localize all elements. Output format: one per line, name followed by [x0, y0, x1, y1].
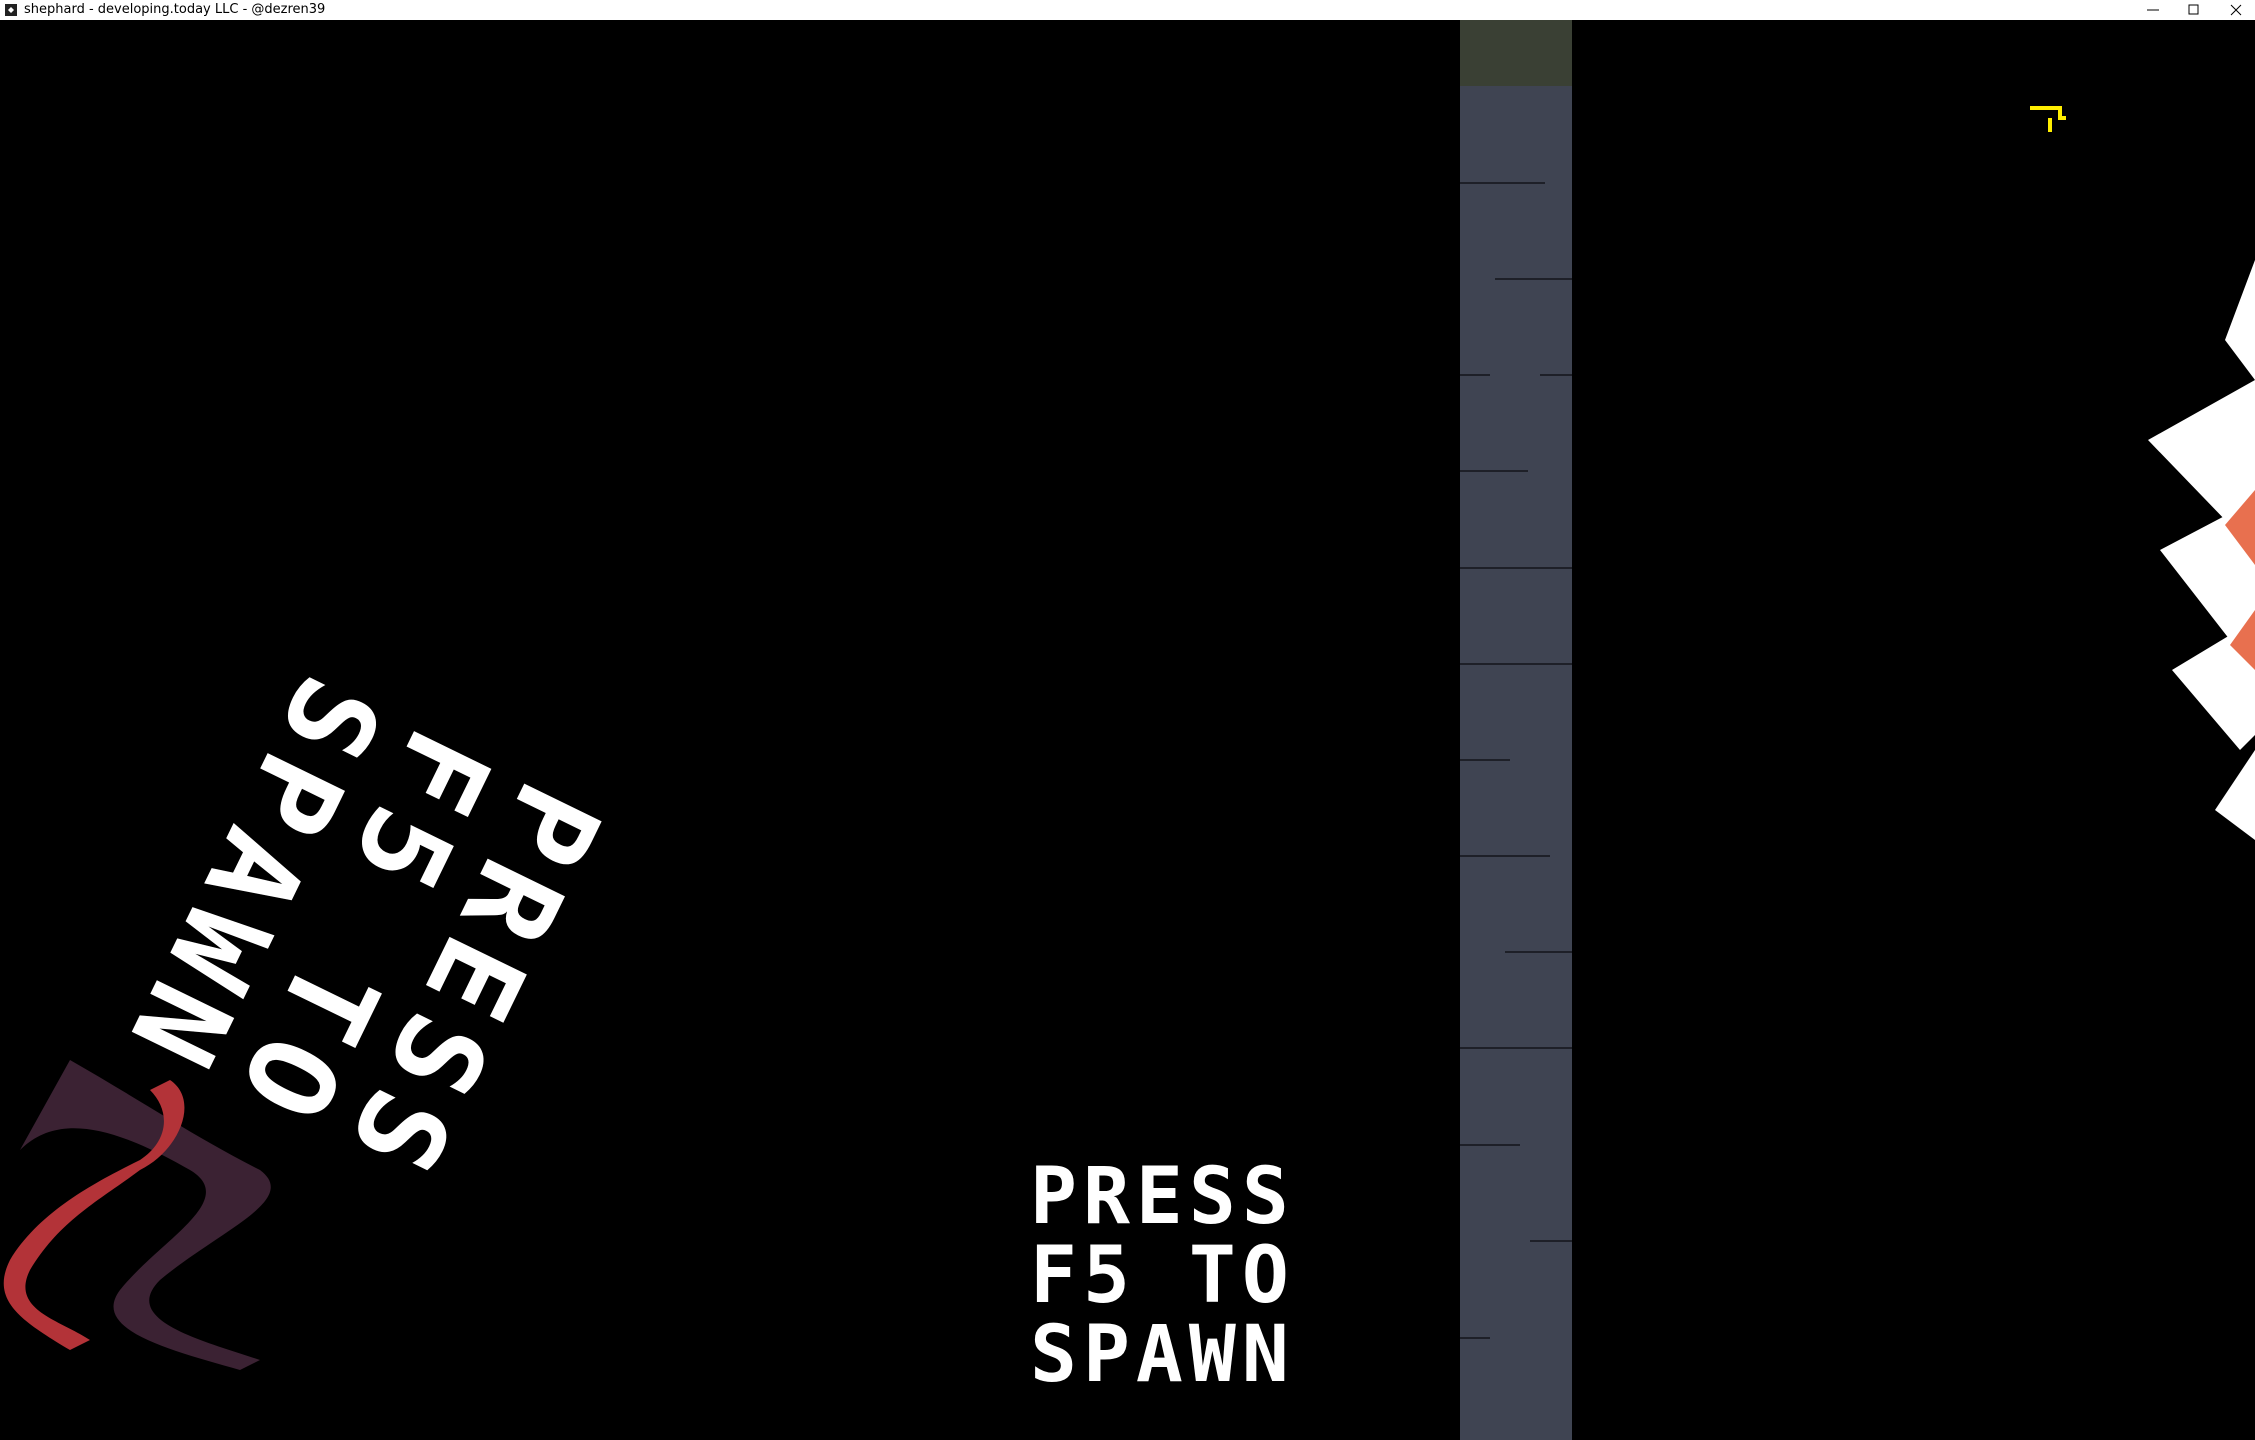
app-icon — [5, 4, 17, 16]
prompt-line: PRESS — [1030, 1152, 1295, 1242]
window-controls[interactable] — [2135, 0, 2255, 20]
close[interactable] — [2230, 4, 2242, 16]
dragon-sprite — [3, 1060, 271, 1370]
restore[interactable] — [2188, 4, 2199, 15]
game-scene — [3, 20, 2255, 1440]
cursor-sprite — [2030, 106, 2066, 132]
prompt-line: SPAWN — [1030, 1310, 1295, 1400]
stone-pillar — [1460, 20, 1572, 1440]
spawn-prompt: PRESS F5 TO SPAWN — [1030, 1158, 1295, 1395]
prompt-line: F5 TO — [1030, 1231, 1295, 1321]
window-title: shephard - developing.today LLC - @dezre… — [24, 2, 326, 17]
pillar-top — [1460, 20, 1572, 86]
pillar-bricks — [1460, 182, 1572, 1339]
diamond-pattern — [2148, 260, 2255, 840]
title-bar: shephard - developing.today LLC - @dezre… — [0, 0, 2255, 20]
